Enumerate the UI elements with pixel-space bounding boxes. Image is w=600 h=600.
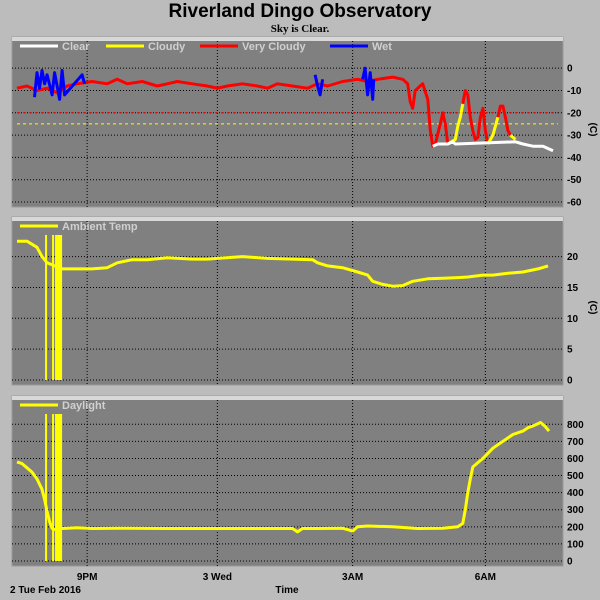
legend-label: Ambient Temp <box>62 221 138 233</box>
series-line-wet <box>313 74 325 97</box>
data-dropout <box>55 414 63 561</box>
y-tick-label: 5 <box>567 345 573 356</box>
y-tick-label: 300 <box>567 505 584 516</box>
x-tick-label: 9PM <box>77 572 98 583</box>
data-dropout <box>45 235 48 380</box>
x-axis-label: Time <box>275 585 299 596</box>
y-tick-label: 500 <box>567 471 584 482</box>
series-line-clear <box>432 140 554 153</box>
x-tick-label: 3 Wed <box>203 572 232 583</box>
page-title: Riverland Dingo Observatory <box>168 1 432 22</box>
y-axis-label: (C) <box>587 123 598 137</box>
y-tick-label: -50 <box>567 175 582 186</box>
y-tick-label: 100 <box>567 539 584 550</box>
data-dropout <box>52 414 55 561</box>
legend-label: Daylight <box>62 400 106 412</box>
legend-label: Clear <box>62 41 90 53</box>
y-tick-label: 700 <box>567 437 584 448</box>
y-tick-label: -30 <box>567 131 582 142</box>
plot-area <box>11 395 564 567</box>
y-tick-label: -20 <box>567 108 582 119</box>
y-tick-label: -60 <box>567 198 582 209</box>
panel-top-border <box>12 217 563 221</box>
panel-top-border <box>12 37 563 41</box>
y-tick-label: -40 <box>567 153 582 164</box>
y-tick-label: 400 <box>567 488 584 499</box>
y-tick-label: 0 <box>567 557 573 568</box>
y-tick-label: 600 <box>567 454 584 465</box>
y-axis-label: (C) <box>587 301 598 315</box>
panel-top-border <box>12 396 563 400</box>
legend-label: Very Cloudy <box>242 41 306 53</box>
series-line-very-cloudy <box>16 75 450 148</box>
series-line-wet <box>33 68 87 101</box>
legend-label: Cloudy <box>148 41 186 53</box>
series-line-cloudy <box>509 133 517 141</box>
chart-panel-sky: 0 -10 -20 -30 -40 -50 -60 (C) Clear Cloudy Very Cl… <box>11 36 598 209</box>
y-tick-label: 200 <box>567 522 584 533</box>
chart-panel-temperature: 0 5 10 15 20 (C) Ambient Temp <box>11 216 598 387</box>
sky-status: Sky is Clear. <box>270 23 330 35</box>
series-line-wet <box>361 66 376 101</box>
data-dropout <box>55 235 63 380</box>
series-line-very-cloudy <box>461 89 490 145</box>
y-tick-label: 10 <box>567 314 579 325</box>
y-tick-label: 20 <box>567 252 579 263</box>
legend-label: Wet <box>372 41 392 53</box>
y-tick-label: 0 <box>567 376 573 387</box>
x-tick-label: 6AM <box>475 572 496 583</box>
series-line-very-cloudy <box>496 104 512 136</box>
series-line-daylight <box>16 421 551 534</box>
y-tick-label: 0 <box>567 64 573 75</box>
data-dropout <box>45 414 48 561</box>
y-tick-label: 800 <box>567 420 584 431</box>
x-tick-label: 3AM <box>342 572 363 583</box>
y-tick-label: -10 <box>567 86 582 97</box>
series-line-ambient-temp <box>17 239 549 288</box>
date-label: 2 Tue Feb 2016 <box>10 585 81 596</box>
plot-area <box>11 216 564 386</box>
y-tick-label: 15 <box>567 283 579 294</box>
series-line-cloudy <box>486 116 500 145</box>
data-dropout <box>52 235 55 380</box>
chart-panel-daylight: 0 100 200 300 400 500 600 700 800 Daylight <box>11 395 584 568</box>
